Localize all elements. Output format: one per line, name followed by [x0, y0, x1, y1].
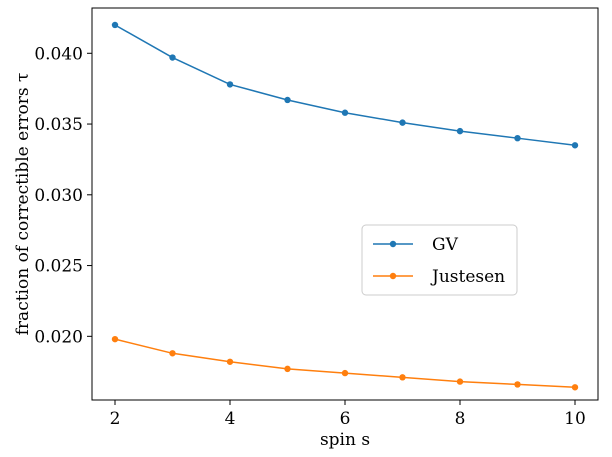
- y-tick-label: 0.025: [34, 257, 83, 277]
- legend: GV Justesen: [361, 224, 518, 296]
- legend-marker-justesen: [389, 272, 397, 280]
- y-tick-label: 0.030: [34, 186, 83, 206]
- x-axis-label: spin s: [320, 430, 370, 450]
- x-tick-label: 4: [225, 409, 236, 429]
- data-point-justesen: [456, 378, 464, 385]
- legend-label-justesen: Justesen: [430, 267, 505, 287]
- data-point-gv: [226, 81, 234, 88]
- data-point-gv: [399, 119, 406, 126]
- legend-marker-gv: [389, 240, 397, 248]
- data-point-gv: [111, 21, 119, 29]
- data-point-gv: [514, 134, 521, 142]
- y-axis-ticks: 0.020 0.025 0.030 0.035 0.040: [34, 44, 92, 347]
- data-point-justesen: [514, 381, 521, 388]
- data-point-gv: [284, 96, 291, 104]
- legend-box: [361, 224, 518, 296]
- legend-label-gv: GV: [432, 235, 459, 255]
- data-point-justesen: [341, 369, 349, 377]
- data-point-justesen: [226, 358, 234, 365]
- data-point-justesen: [169, 350, 176, 357]
- x-tick-label: 8: [455, 409, 466, 429]
- series-line-justesen: [114, 338, 576, 389]
- y-axis-label: fraction of correctible errors τ: [13, 73, 33, 336]
- series-line-gv: [114, 24, 576, 147]
- plot-frame: [91, 7, 599, 401]
- x-tick-label: 10: [564, 409, 586, 429]
- data-point-gv: [341, 109, 349, 116]
- x-axis-label-text: spin s: [320, 430, 370, 450]
- data-point-gv: [571, 142, 579, 149]
- series-layer: [111, 21, 579, 391]
- data-point-justesen: [399, 374, 406, 381]
- data-point-gv: [169, 54, 176, 61]
- y-tick-label: 0.020: [34, 327, 83, 347]
- y-axis-label-text: fraction of correctible errors τ: [13, 73, 33, 336]
- data-point-justesen: [284, 365, 291, 373]
- x-tick-label: 2: [110, 409, 121, 429]
- y-tick-label: 0.040: [34, 44, 83, 64]
- x-tick-label: 6: [340, 409, 351, 429]
- x-axis-ticks: 2 4 6 8 10: [110, 400, 586, 429]
- data-point-gv: [456, 127, 464, 135]
- data-point-justesen: [111, 335, 119, 343]
- y-tick-label: 0.035: [34, 115, 83, 135]
- data-point-justesen: [571, 384, 579, 391]
